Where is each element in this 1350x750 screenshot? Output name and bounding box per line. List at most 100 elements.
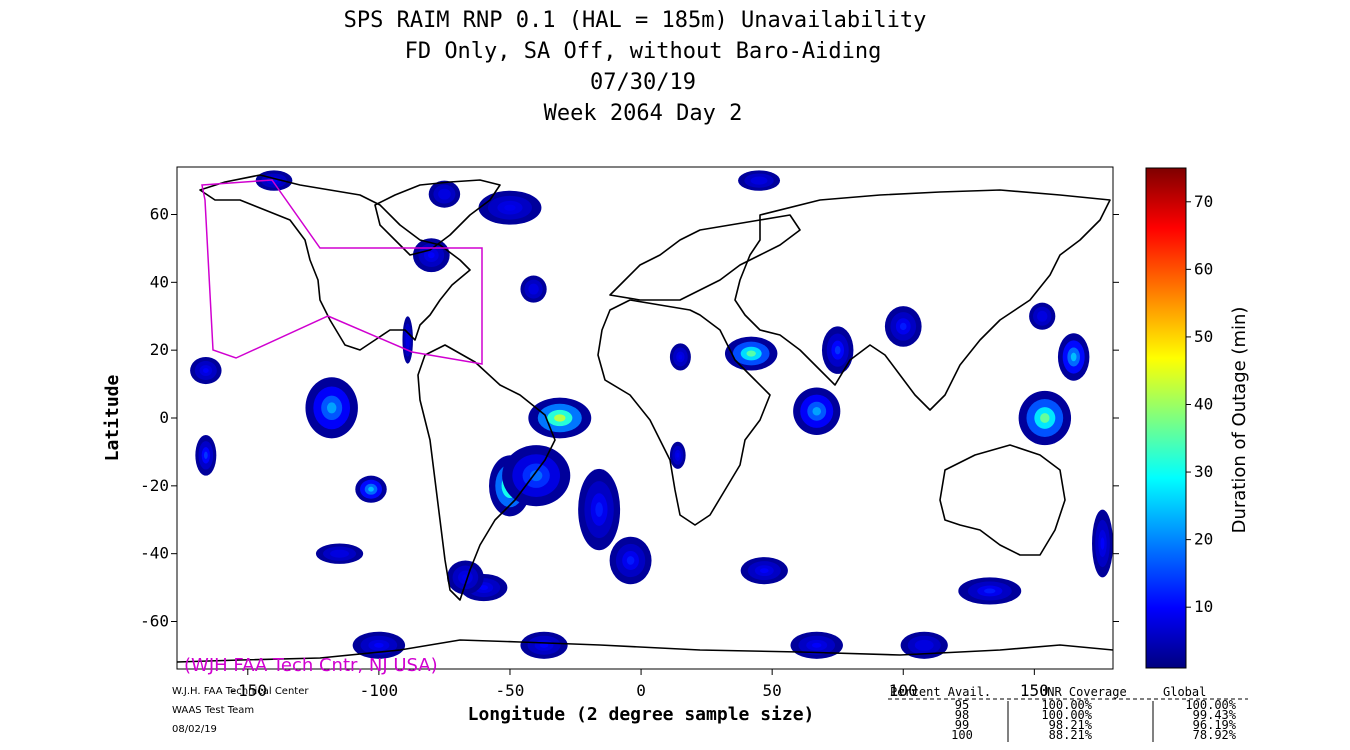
footer-credits: W.J.H. FAA Technical Center WAAS Test Te… bbox=[172, 686, 309, 735]
colorbar-tick-label: 10 bbox=[1194, 597, 1213, 616]
stats-cell: 78.92% bbox=[1193, 728, 1237, 742]
coast-south-america bbox=[417, 344, 556, 601]
outage-region-8 bbox=[578, 468, 621, 551]
outage-region-23 bbox=[740, 557, 788, 585]
outage-region-3 bbox=[195, 434, 217, 476]
outage-region-28 bbox=[447, 560, 484, 595]
unr-service-volume-outline bbox=[201, 179, 483, 365]
x-tick-label: 0 bbox=[636, 681, 646, 700]
colorbar-tick-label: 60 bbox=[1194, 259, 1213, 278]
x-axis-label: Longitude (2 degree sample size) bbox=[468, 704, 815, 725]
stats-cell: 99.43% bbox=[1193, 708, 1237, 722]
colorbar-tick-label: 50 bbox=[1194, 327, 1213, 346]
y-tick-label: 0 bbox=[159, 408, 169, 427]
stats-cell: 100.00% bbox=[1041, 708, 1092, 722]
outage-region-2 bbox=[355, 475, 387, 503]
stats-cell: 100.00% bbox=[1185, 698, 1236, 712]
outage-region-15 bbox=[1057, 333, 1090, 381]
watermark-label: (WJH FAA Tech Cntr, NJ USA) bbox=[184, 655, 438, 676]
coast-greenland bbox=[374, 179, 501, 256]
stats-header-unr: UNR Coverage bbox=[1040, 685, 1127, 699]
colorbar: 10 20 30 40 50 60 70 Duration of Outage (min) bbox=[1145, 167, 1250, 669]
outage-region-4 bbox=[190, 356, 222, 385]
coast-north-america bbox=[199, 174, 471, 351]
x-axis: -150 -100 -50 0 50 100 150 bbox=[229, 669, 1049, 700]
outage-region-26 bbox=[738, 170, 781, 191]
colorbar-tick-label: 30 bbox=[1194, 462, 1213, 481]
footer-line-3: 08/02/19 bbox=[172, 724, 217, 735]
stats-header-global: Global bbox=[1163, 685, 1206, 699]
outage-region-13 bbox=[884, 306, 922, 347]
coast-australia bbox=[939, 444, 1066, 556]
outage-region-18 bbox=[352, 631, 406, 659]
outage-regions bbox=[190, 170, 1113, 659]
x-tick-label: -50 bbox=[496, 681, 525, 700]
colorbar-ticks: 10 20 30 40 50 60 70 bbox=[1186, 192, 1213, 616]
title-line-3: 07/30/19 bbox=[590, 70, 696, 95]
coast-europe bbox=[609, 214, 801, 301]
y-axis: 60 40 20 0 -20 -40 -60 bbox=[140, 204, 1119, 631]
outage-region-7 bbox=[502, 445, 571, 507]
y-tick-label: -40 bbox=[140, 544, 169, 563]
title-line-1: SPS RAIM RNP 0.1 (HAL = 185m) Unavailabi… bbox=[344, 8, 927, 33]
outage-region-34 bbox=[669, 441, 686, 469]
outage-region-19 bbox=[520, 631, 568, 659]
x-tick-label: 100 bbox=[889, 681, 918, 700]
y-tick-label: 40 bbox=[150, 272, 169, 291]
stats-cell: 99 bbox=[955, 718, 969, 732]
coast-africa bbox=[597, 299, 771, 526]
outage-region-22 bbox=[315, 543, 364, 564]
outage-region-29 bbox=[669, 343, 691, 371]
stats-cell: 95 bbox=[955, 698, 969, 712]
outage-region-12 bbox=[821, 326, 854, 374]
outage-region-11 bbox=[793, 387, 841, 435]
stats-cell: 100 bbox=[951, 728, 973, 742]
x-tick-label: 150 bbox=[1020, 681, 1049, 700]
y-tick-label: -60 bbox=[140, 612, 169, 631]
y-tick-label: 60 bbox=[150, 204, 169, 223]
colorbar-tick-label: 70 bbox=[1194, 192, 1213, 211]
outage-region-10 bbox=[724, 336, 778, 371]
outage-region-20 bbox=[900, 631, 948, 659]
title-line-4: Week 2064 Day 2 bbox=[544, 101, 743, 126]
outage-region-16 bbox=[958, 577, 1022, 605]
stats-cell: 98.21% bbox=[1049, 718, 1093, 732]
outage-region-27 bbox=[402, 316, 413, 364]
stats-rows: 95 100.00% 100.00%98 100.00% 99.43%99 98.21% 9… bbox=[951, 698, 1237, 742]
outage-region-17 bbox=[790, 631, 843, 659]
stats-cell: 100.00% bbox=[1041, 698, 1092, 712]
footer-line-1: W.J.H. FAA Technical Center bbox=[172, 686, 309, 697]
footer-line-2: WAAS Test Team bbox=[172, 705, 254, 716]
outage-region-1 bbox=[305, 377, 358, 439]
y-axis-label: Latitude bbox=[102, 374, 123, 461]
region-border bbox=[201, 179, 483, 365]
y-tick-label: -20 bbox=[140, 476, 169, 495]
outage-region-6 bbox=[528, 397, 592, 439]
colorbar-label: Duration of Outage (min) bbox=[1229, 307, 1250, 534]
outage-region-32 bbox=[478, 190, 542, 225]
coastlines bbox=[177, 174, 1113, 663]
stats-cell: 98 bbox=[955, 708, 969, 722]
x-tick-label: -100 bbox=[360, 681, 399, 700]
stats-header-percent: Percent Avail. bbox=[890, 685, 991, 699]
outage-region-9 bbox=[609, 536, 652, 585]
outage-region-24 bbox=[412, 238, 450, 273]
colorbar-tick-label: 40 bbox=[1194, 394, 1213, 413]
x-tick-label: 50 bbox=[763, 681, 782, 700]
y-tick-label: 20 bbox=[150, 340, 169, 359]
chart-title: SPS RAIM RNP 0.1 (HAL = 185m) Unavailabi… bbox=[344, 8, 927, 126]
stats-cell: 96.19% bbox=[1193, 718, 1237, 732]
stats-cell: 88.21% bbox=[1049, 728, 1093, 742]
coast-asia bbox=[734, 189, 1111, 411]
x-tick-label: -150 bbox=[229, 681, 268, 700]
outage-region-0 bbox=[428, 180, 461, 208]
outage-region-31 bbox=[1092, 509, 1113, 578]
outage-region-14 bbox=[1018, 390, 1072, 446]
outage-region-33 bbox=[520, 275, 547, 303]
colorbar-tick-label: 20 bbox=[1194, 530, 1213, 549]
colorbar-gradient bbox=[1145, 167, 1187, 669]
title-line-2: FD Only, SA Off, without Baro-Aiding bbox=[405, 39, 882, 64]
stats-table: Percent Avail. UNR Coverage Global 95 100… bbox=[888, 685, 1248, 742]
coast-antarctica bbox=[177, 639, 1113, 663]
